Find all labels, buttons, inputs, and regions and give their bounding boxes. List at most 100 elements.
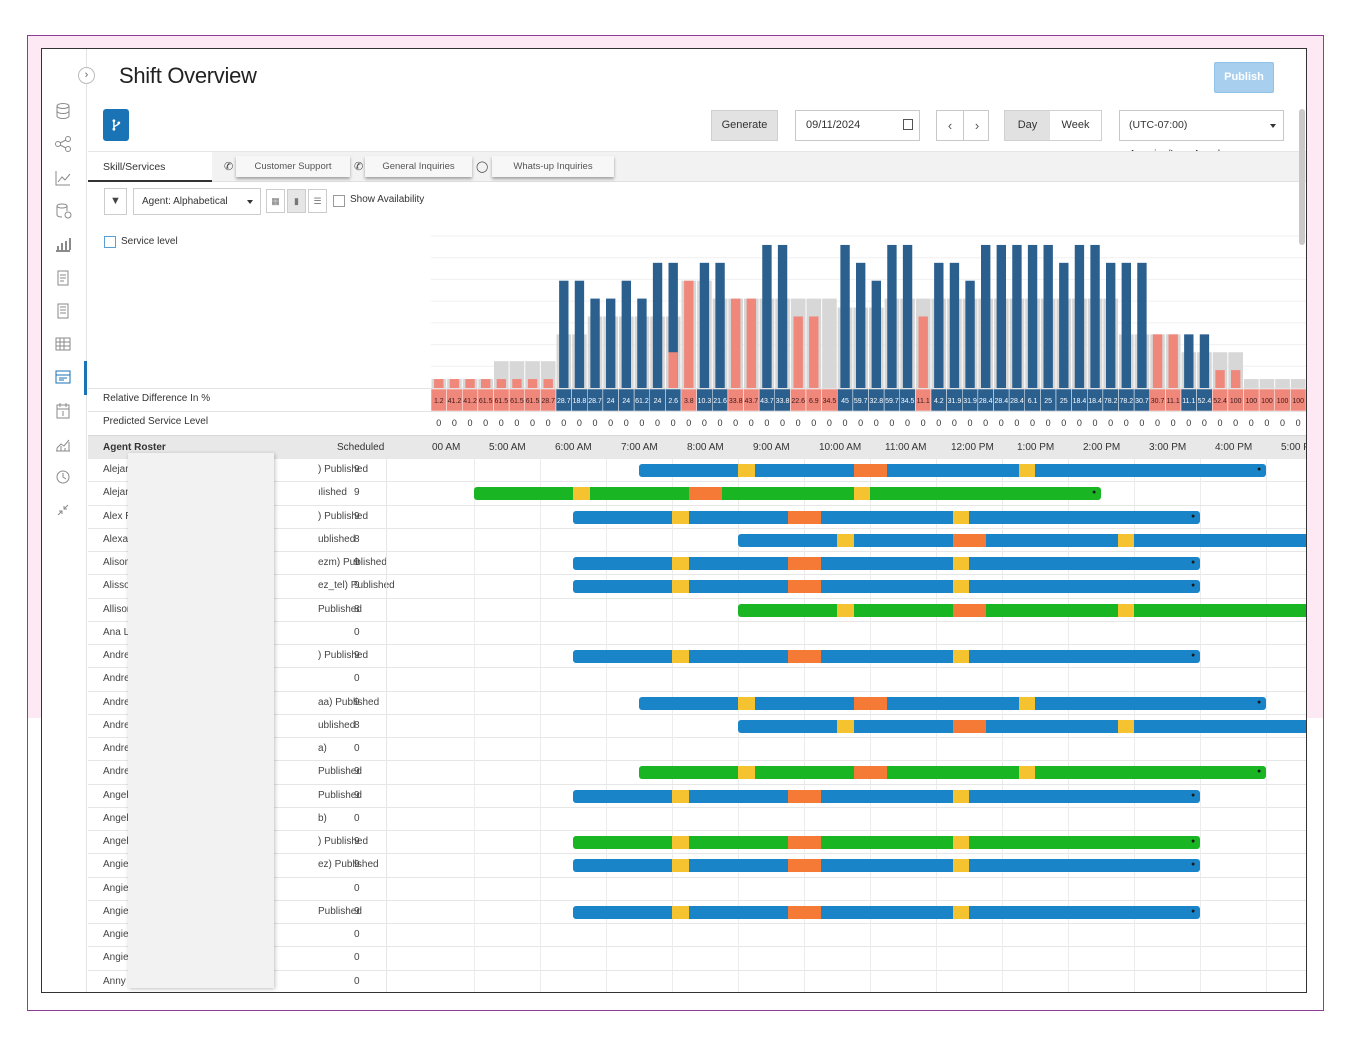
shift-break-segment[interactable]: [952, 859, 969, 873]
document-icon[interactable]: [53, 268, 73, 288]
shift-work-segment[interactable]: [1035, 464, 1266, 477]
shift-break-segment[interactable]: [1018, 766, 1035, 780]
shift-work-segment[interactable]: [573, 905, 672, 919]
shift-work-segment[interactable]: [853, 603, 953, 617]
shift-work-segment[interactable]: [886, 766, 1019, 780]
shift-timeline[interactable]: ●: [431, 691, 1306, 715]
shift-work-segment[interactable]: [738, 533, 837, 547]
shift-work-segment[interactable]: [474, 487, 573, 501]
roster-row[interactable]: Ana L 0: [88, 621, 1306, 645]
show-availability-checkbox[interactable]: [333, 195, 345, 207]
tab-general-inquiries[interactable]: General Inquiries: [365, 156, 472, 177]
shift-lunch-segment[interactable]: [787, 836, 821, 849]
shift-work-segment[interactable]: [969, 836, 1200, 849]
shift-break-segment[interactable]: [952, 905, 969, 919]
generate-button[interactable]: Generate: [711, 110, 778, 141]
shift-work-segment[interactable]: [969, 789, 1200, 803]
shift-work-segment[interactable]: [820, 580, 953, 594]
shift-break-segment[interactable]: [853, 487, 870, 501]
report-icon[interactable]: [53, 301, 73, 321]
shift-work-segment[interactable]: [688, 905, 788, 919]
date-input[interactable]: 09/11/2024: [795, 110, 920, 141]
shift-break-segment[interactable]: [738, 766, 755, 780]
shift-work-segment[interactable]: [969, 859, 1200, 873]
shift-lunch-segment[interactable]: [787, 580, 821, 594]
shift-break-segment[interactable]: [1018, 464, 1035, 477]
shift-lunch-segment[interactable]: [853, 696, 887, 710]
shift-work-segment[interactable]: [1134, 603, 1306, 617]
shift-lunch-segment[interactable]: [787, 789, 821, 803]
shift-work-segment[interactable]: [688, 650, 788, 663]
clock-icon[interactable]: [53, 467, 73, 487]
filter-button[interactable]: ▼: [104, 188, 127, 215]
shift-work-segment[interactable]: [820, 905, 953, 919]
shift-work-segment[interactable]: [573, 510, 672, 524]
shift-work-segment[interactable]: [721, 487, 854, 501]
shift-break-segment[interactable]: [672, 510, 689, 524]
shift-work-segment[interactable]: [688, 557, 788, 570]
shift-timeline[interactable]: ●: [431, 645, 1306, 668]
nodes-icon[interactable]: [53, 134, 73, 154]
shift-work-segment[interactable]: [820, 650, 953, 663]
shift-timeline[interactable]: [431, 970, 1306, 992]
shift-break-segment[interactable]: [738, 464, 755, 477]
schedule-branch-icon[interactable]: [103, 109, 129, 141]
roster-row[interactable]: Andre) Published 9 ●: [88, 645, 1306, 669]
shift-lunch-segment[interactable]: [853, 464, 887, 477]
shift-work-segment[interactable]: [985, 603, 1118, 617]
shift-work-segment[interactable]: [688, 836, 788, 849]
shift-work-segment[interactable]: [969, 510, 1200, 524]
shift-break-segment[interactable]: [672, 836, 689, 849]
shift-timeline[interactable]: ●: [431, 714, 1306, 738]
shift-work-segment[interactable]: [820, 836, 953, 849]
shift-break-segment[interactable]: [837, 533, 854, 547]
shift-work-segment[interactable]: [985, 533, 1118, 547]
roster-row[interactable]: Alison ezm) Published 9 ●: [88, 552, 1306, 576]
shift-break-segment[interactable]: [837, 719, 854, 733]
shift-timeline[interactable]: ●: [431, 505, 1306, 529]
shift-timeline[interactable]: [431, 947, 1306, 971]
shift-break-segment[interactable]: [952, 510, 969, 524]
shift-timeline[interactable]: [431, 621, 1306, 645]
shift-lunch-segment[interactable]: [952, 533, 986, 547]
shift-break-segment[interactable]: [672, 650, 689, 663]
storage-icon[interactable]: [53, 201, 73, 221]
shift-work-segment[interactable]: [820, 859, 953, 873]
roster-row[interactable]: Angie 0: [88, 877, 1306, 901]
shift-work-segment[interactable]: [688, 510, 788, 524]
tab-customer-support[interactable]: Customer Support: [236, 156, 350, 177]
timezone-select[interactable]: (UTC-07:00) America/Los_Angeles: [1119, 110, 1284, 160]
shift-lunch-segment[interactable]: [787, 557, 821, 570]
shift-break-segment[interactable]: [1018, 696, 1035, 710]
shift-break-segment[interactable]: [952, 557, 969, 570]
shift-timeline[interactable]: ●: [431, 575, 1306, 599]
shift-work-segment[interactable]: [573, 859, 672, 873]
roster-row[interactable]: Angie 0: [88, 924, 1306, 948]
shift-timeline[interactable]: ●: [431, 761, 1306, 785]
shift-work-segment[interactable]: [754, 766, 854, 780]
shift-work-segment[interactable]: [820, 557, 953, 570]
shift-work-segment[interactable]: [820, 789, 953, 803]
vertical-scrollbar[interactable]: [1299, 109, 1305, 245]
shift-work-segment[interactable]: [969, 580, 1200, 594]
shift-work-segment[interactable]: [738, 603, 837, 617]
shift-work-segment[interactable]: [1035, 766, 1266, 780]
shift-timeline[interactable]: [431, 877, 1306, 901]
shift-timeline[interactable]: ●: [431, 482, 1306, 506]
roster-row[interactable]: Alisso ez_tel) Published 9 ●: [88, 575, 1306, 599]
roster-row[interactable]: Andre a) 0: [88, 738, 1306, 762]
shift-timeline[interactable]: [431, 738, 1306, 761]
shift-work-segment[interactable]: [754, 696, 854, 710]
shift-work-segment[interactable]: [853, 719, 953, 733]
shift-break-segment[interactable]: [952, 580, 969, 594]
shift-timeline[interactable]: ●: [431, 598, 1306, 622]
shift-work-segment[interactable]: [985, 719, 1118, 733]
shift-work-segment[interactable]: [870, 487, 1101, 501]
shift-timeline[interactable]: ●: [431, 784, 1306, 808]
shift-work-segment[interactable]: [573, 789, 672, 803]
shift-lunch-segment[interactable]: [952, 719, 986, 733]
shift-work-segment[interactable]: [1035, 696, 1266, 710]
shift-break-segment[interactable]: [672, 557, 689, 570]
shift-break-segment[interactable]: [672, 580, 689, 594]
line-chart-icon[interactable]: [53, 168, 73, 188]
